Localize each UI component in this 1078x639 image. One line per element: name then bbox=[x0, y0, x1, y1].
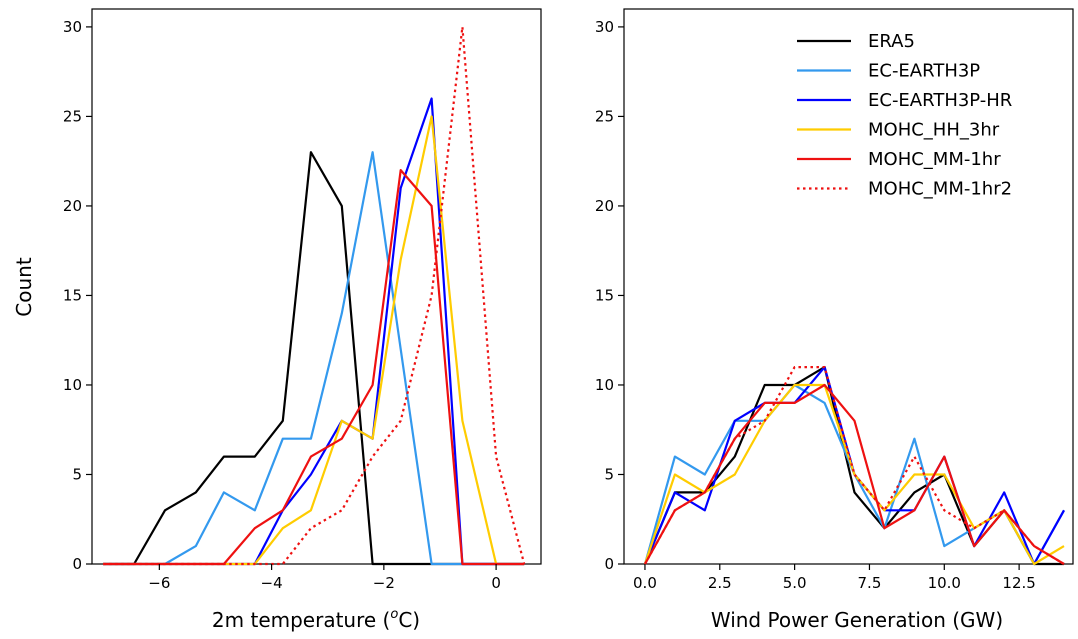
x-tick-label: 0 bbox=[491, 574, 501, 592]
series-line-mohc-mm-1hr bbox=[644, 383, 1065, 565]
right-x-axis-label: Wind Power Generation (GW) bbox=[711, 608, 1003, 632]
legend-label: EC-EARTH3P-HR bbox=[868, 90, 1012, 111]
left-plot-frame bbox=[91, 8, 542, 565]
y-tick-label: 10 bbox=[63, 376, 82, 394]
y-tick-label: 30 bbox=[595, 18, 614, 36]
left-plot-axes: −6 −4 −2 0 0 5 10 15 20 25 30 bbox=[63, 18, 501, 592]
x-tick-label: −6 bbox=[148, 574, 170, 592]
legend-label: MOHC_MM-1hr2 bbox=[868, 179, 1012, 200]
y-tick-label: 15 bbox=[595, 286, 614, 304]
x-tick-label: 12.5 bbox=[1002, 574, 1035, 592]
legend: ERA5 EC-EARTH3P EC-EARTH3P-HR MOHC_HH_3hr MO… bbox=[797, 31, 1012, 200]
x-tick-label: 10.0 bbox=[928, 574, 961, 592]
y-tick-label: 5 bbox=[72, 465, 82, 483]
series-line-mohc-mm-1hr2 bbox=[644, 366, 1065, 565]
x-tick-label: 5.0 bbox=[783, 574, 807, 592]
series-line-ec-earth3p bbox=[103, 151, 525, 566]
y-tick-label: 20 bbox=[595, 197, 614, 215]
right-plot-frame bbox=[623, 8, 1074, 565]
series-line-ec-earth3p-hr bbox=[103, 97, 525, 566]
left-x-axis-label-main: 2m temperature ( bbox=[212, 608, 390, 632]
series-line-mohc-hh-3hr bbox=[103, 115, 525, 566]
series-line-era5 bbox=[643, 366, 1064, 566]
x-tick-label: 7.5 bbox=[858, 574, 882, 592]
y-tick-label: 0 bbox=[604, 555, 614, 573]
y-tick-label: 30 bbox=[63, 18, 82, 36]
series-line-ec-earth3p-hr bbox=[643, 366, 1065, 566]
legend-label: EC-EARTH3P bbox=[868, 61, 980, 82]
right-plot-marks bbox=[643, 366, 1065, 566]
series-line-mohc-hh-3hr bbox=[643, 383, 1065, 566]
legend-label: ERA5 bbox=[868, 31, 915, 52]
legend-label: MOHC_HH_3hr bbox=[868, 120, 1000, 141]
legend-label: MOHC_MM-1hr bbox=[868, 149, 1001, 170]
x-tick-label: −4 bbox=[261, 574, 283, 592]
left-plot-marks bbox=[103, 25, 526, 566]
x-tick-label: 2.5 bbox=[708, 574, 732, 592]
y-tick-label: 15 bbox=[63, 286, 82, 304]
left-x-axis-label-superscript: o bbox=[390, 607, 398, 622]
y-tick-label: 5 bbox=[604, 465, 614, 483]
y-tick-label: 25 bbox=[63, 107, 82, 125]
left-x-axis-label-unit: C) bbox=[398, 608, 420, 632]
y-tick-label: 25 bbox=[595, 107, 614, 125]
x-tick-label: −2 bbox=[373, 574, 395, 592]
left-panel-temperature: −6 −4 −2 0 0 5 10 15 20 25 30 Count 2m temperature… bbox=[12, 8, 542, 632]
series-line-mohc-mm-1hr2 bbox=[103, 25, 526, 566]
right-plot-axes: 0.0 2.5 5.0 7.5 10.0 12.5 0 5 10 15 20 25 30 bbox=[595, 18, 1036, 592]
x-tick-label: 0.0 bbox=[633, 574, 657, 592]
right-panel-wind-power: 0.0 2.5 5.0 7.5 10.0 12.5 0 5 10 15 20 25 30 Wind Po… bbox=[595, 8, 1074, 632]
y-tick-label: 10 bbox=[595, 376, 614, 394]
y-tick-label: 20 bbox=[63, 197, 82, 215]
y-tick-label: 0 bbox=[72, 555, 82, 573]
left-y-axis-label: Count bbox=[12, 257, 36, 317]
left-x-axis-label: 2m temperature (oC) bbox=[212, 607, 420, 632]
